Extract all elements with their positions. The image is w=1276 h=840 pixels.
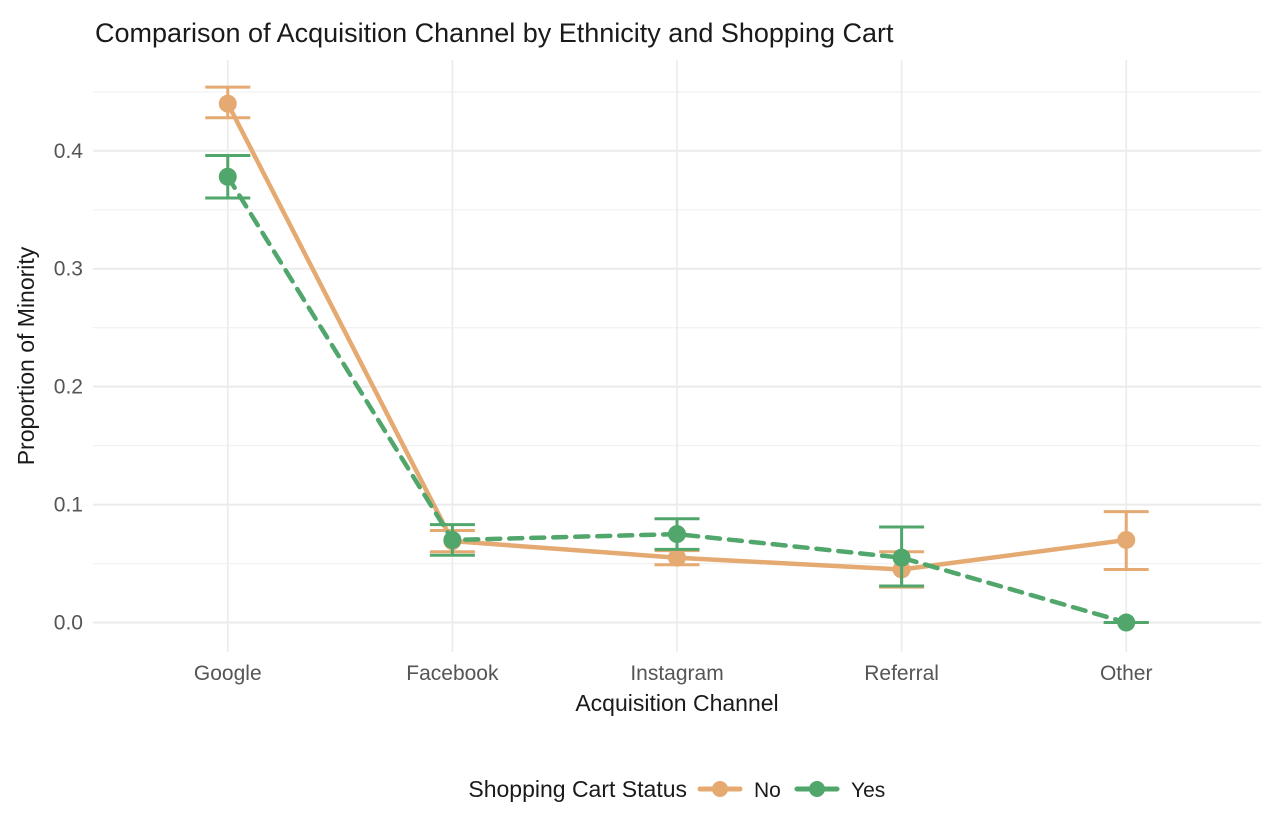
data-point-Yes-Google: [218, 167, 237, 186]
data-point-Yes-Facebook: [443, 530, 462, 549]
legend: Shopping Cart Status No Yes: [468, 776, 885, 802]
y-tick-label: 0.0: [54, 612, 83, 635]
legend-label-Yes: Yes: [851, 779, 885, 802]
data-point-Yes-Other: [1117, 613, 1136, 632]
x-tick-label: Instagram: [630, 662, 723, 685]
data-point-No-Other: [1117, 530, 1136, 549]
y-axis-title: Proportion of Minority: [13, 246, 39, 465]
legend-title: Shopping Cart Status: [468, 776, 687, 802]
y-tick-label: 0.1: [54, 494, 83, 517]
chart-title: Comparison of Acquisition Channel by Eth…: [95, 18, 894, 48]
legend-key-point-No: [712, 781, 728, 797]
series-layer: [205, 85, 1149, 632]
x-axis-title: Acquisition Channel: [575, 690, 778, 716]
data-point-Yes-Referral: [892, 548, 911, 567]
data-point-No-Instagram: [668, 548, 686, 567]
data-point-No-Google: [218, 94, 237, 113]
y-tick-label: 0.3: [54, 258, 83, 281]
legend-key-point-Yes: [809, 781, 825, 797]
y-tick-label: 0.4: [54, 140, 84, 163]
x-tick-label: Referral: [864, 662, 939, 685]
tick-layer: 0.0 0.1 0.2 0.3 0.4 Google Facebook Instagram Re…: [54, 140, 1153, 685]
y-tick-label: 0.2: [54, 376, 83, 399]
x-tick-label: Google: [194, 662, 262, 685]
x-tick-label: Facebook: [406, 662, 499, 685]
legend-label-No: No: [754, 779, 781, 802]
data-point-Yes-Instagram: [668, 525, 686, 544]
x-tick-label: Other: [1100, 662, 1153, 685]
